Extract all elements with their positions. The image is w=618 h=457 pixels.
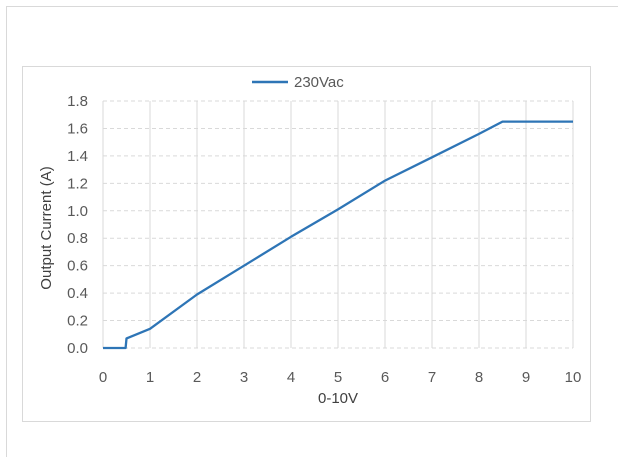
x-tick-label: 3 xyxy=(240,369,248,386)
x-tick-label: 10 xyxy=(565,369,582,386)
x-tick-label: 9 xyxy=(522,369,530,386)
gridlines xyxy=(102,100,574,349)
x-axis-title: 0-10V xyxy=(318,390,358,407)
x-tick-label: 8 xyxy=(475,369,483,386)
legend: 230Vac xyxy=(252,74,344,91)
legend-label: 230Vac xyxy=(294,74,344,91)
x-tick-label: 7 xyxy=(428,369,436,386)
y-tick-label: 1.2 xyxy=(67,175,88,192)
y-tick-label: 0.8 xyxy=(67,230,88,247)
x-tick-label: 6 xyxy=(381,369,389,386)
y-tick-label: 0.6 xyxy=(67,258,88,275)
y-tick-label: 0.0 xyxy=(67,340,88,357)
y-tick-label: 1.0 xyxy=(67,203,88,220)
x-tick-label: 4 xyxy=(287,369,295,386)
x-tick-label: 2 xyxy=(193,369,201,386)
y-tick-label: 0.2 xyxy=(67,313,88,330)
x-tick-label: 1 xyxy=(146,369,154,386)
y-tick-label: 0.4 xyxy=(67,285,88,302)
page-frame xyxy=(6,6,618,457)
y-tick-label: 1.4 xyxy=(67,148,88,165)
y-tick-label: 1.8 xyxy=(67,93,88,110)
x-tick-label: 0 xyxy=(99,369,107,386)
y-axis-title: Output Current (A) xyxy=(38,166,55,289)
series-layer xyxy=(103,120,573,350)
x-tick-label: 5 xyxy=(334,369,342,386)
series-line xyxy=(103,120,573,350)
x-tick-labels: 0 1 2 3 4 5 6 7 8 9 10 xyxy=(99,369,582,386)
y-tick-labels: 0.0 0.2 0.4 0.6 0.8 1.0 1.2 1.4 1.6 1.8 xyxy=(67,93,88,357)
y-tick-label: 1.6 xyxy=(67,120,88,137)
